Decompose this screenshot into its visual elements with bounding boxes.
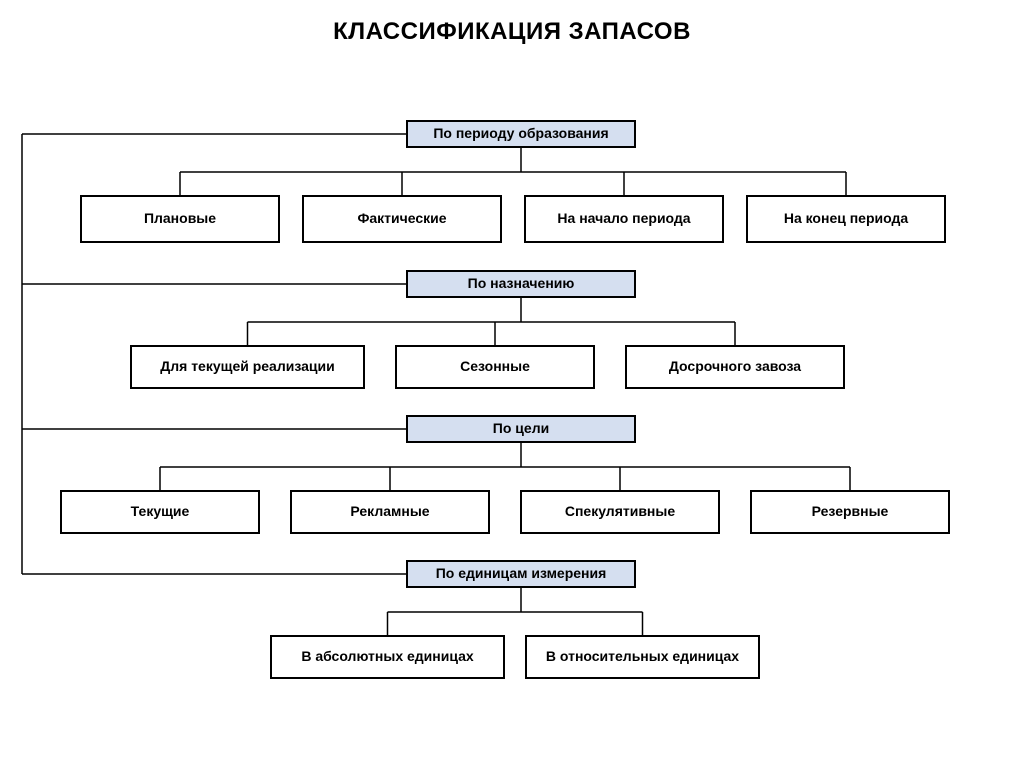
child-box: Спекулятивные [520,490,720,534]
section-header: По периоду образования [406,120,636,148]
child-box: Сезонные [395,345,595,389]
child-box: Рекламные [290,490,490,534]
section-header: По назначению [406,270,636,298]
child-box: Плановые [80,195,280,243]
section-header: По единицам измерения [406,560,636,588]
section-header: По цели [406,415,636,443]
child-box: В абсолютных единицах [270,635,505,679]
diagram-canvas: По периоду образования Плановые Фактически… [0,120,1024,740]
child-box: На начало периода [524,195,724,243]
child-box: Досрочного завоза [625,345,845,389]
child-box: Для текущей реализации [130,345,365,389]
child-box: Фактические [302,195,502,243]
child-box: Резервные [750,490,950,534]
child-box: В относительных единицах [525,635,760,679]
child-box: На конец периода [746,195,946,243]
page-title: КЛАССИФИКАЦИЯ ЗАПАСОВ [0,0,1024,46]
child-box: Текущие [60,490,260,534]
